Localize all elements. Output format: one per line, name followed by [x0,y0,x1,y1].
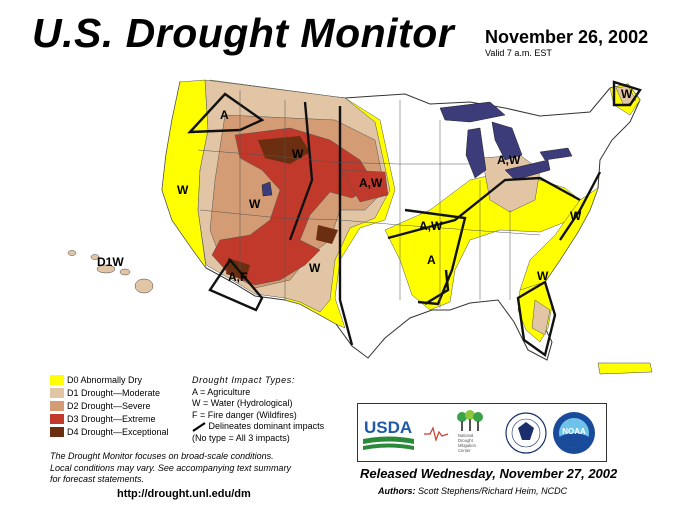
d3-regions [211,127,389,286]
impact-label: W [309,261,321,275]
usda-logo: USDA [363,418,414,450]
impact-label: W [537,269,549,283]
d4-regions [226,136,338,280]
page-title: U.S. Drought Monitor [32,10,455,56]
hawaii-label: D1W [97,255,124,269]
impact-boundaries [187,80,642,358]
svg-text:USDA: USDA [364,418,412,437]
waveform-icon [424,426,449,443]
impact-label: W [292,147,304,161]
released-date: Released Wednesday, November 27, 2002 [360,466,618,481]
impact-fire: F = Fire danger (Wildfires) [192,409,297,420]
impact-delineates: Delineates dominant impacts [192,421,324,433]
commerce-seal [505,412,547,454]
website-link[interactable]: http://drought.unl.edu/dm [117,488,251,500]
map-date: November 26, 2002 [485,27,649,47]
impact-no-type: (No type = All 3 impacts) [192,432,290,443]
d1-swatch [50,388,64,398]
impact-title: Drought Impact Types: [192,375,295,385]
svg-text:National Drought: National Drought Mitigation Center [458,433,477,453]
boundary-line-icon [192,421,206,432]
impact-label: A,W [419,219,443,233]
impact-label: W [177,183,189,197]
impact-label: A,W [497,153,521,167]
authors: Authors: Scott Stephens/Richard Heim, NC… [378,486,568,496]
puerto-rico [597,362,653,375]
svg-text:NOAA: NOAA [562,427,586,436]
impact-label: W [621,87,633,101]
impact-label: A,F [228,270,247,284]
impact-types: Drought Impact Types: A = Agriculture W … [192,375,324,444]
partner-logos: USDA National Drought Mitigation Center [357,403,607,462]
impact-label: A [220,108,229,122]
impact-agriculture: A = Agriculture [192,386,251,397]
valid-time: Valid 7 a.m. EST [485,48,552,58]
state-lines [197,90,541,308]
ndmc-logo: National Drought Mitigation Center [457,410,483,453]
impact-label: A,W [359,176,383,190]
us-drought-map: D1W A W W W A,W A,W A,W A W W W A,F W [67,79,653,375]
d2-swatch [50,401,64,411]
d0-swatch [50,375,64,385]
hawaii-islands [67,250,154,294]
impact-label: W [249,197,261,211]
d4-swatch [50,427,64,437]
disclaimer-note: The Drought Monitor focuses on broad-sca… [50,451,291,484]
impact-label: A [427,253,436,267]
noaa-logo: NOAA [553,412,595,454]
d3-swatch [50,414,64,424]
impact-label: W [570,209,582,223]
great-lakes [261,101,573,197]
impact-water: W = Water (Hydrological) [192,398,293,408]
